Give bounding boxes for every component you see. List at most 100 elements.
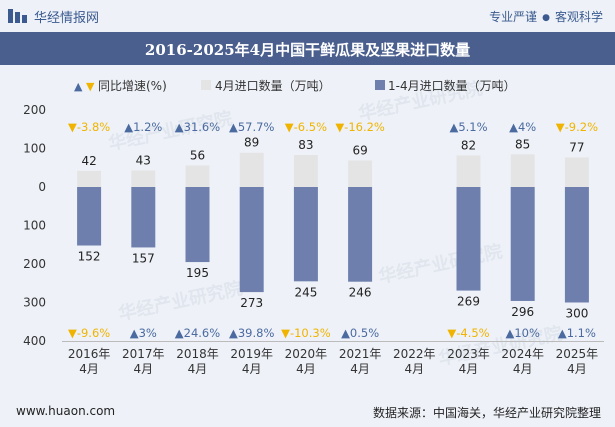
x-tick-label: 2023年 4月 (447, 347, 490, 376)
x-tick-label-line: 4月 (296, 362, 316, 376)
x-tick-label-line: 4月 (459, 362, 479, 376)
growth-label-ytd: ▲39.8% (229, 326, 274, 340)
legend-growth-label: 同比增速(%) (98, 79, 167, 93)
bar-ytd (131, 187, 156, 248)
data-label-ytd: 296 (511, 305, 534, 319)
growth-label-april: ▼-16.2% (335, 120, 385, 134)
growth-label-ytd: ▲0.5% (341, 326, 379, 340)
data-label-april: 77 (569, 140, 584, 154)
y-tick-label: 0 (38, 180, 46, 194)
brand-logo-icon (8, 9, 27, 23)
data-label-ytd: 245 (294, 285, 317, 299)
x-tick-label-line: 4月 (188, 362, 208, 376)
data-label-april: 82 (461, 138, 476, 152)
bar-april (131, 170, 156, 187)
x-tick-label-line: 2016年 (68, 347, 111, 361)
x-tick-label: 2024年 4月 (501, 347, 544, 376)
x-tick-label-line: 4月 (133, 362, 153, 376)
x-tick-label-line: 2021年 (339, 347, 382, 361)
x-tick-label-line: 2023年 (447, 347, 490, 361)
x-tick-label: 2019年 4月 (230, 347, 273, 376)
data-label-april: 42 (81, 154, 96, 168)
legend-growth-up-icon: ▲ (74, 80, 83, 93)
x-tick-label-line: 4月 (350, 362, 370, 376)
y-tick-label: 100 (23, 142, 46, 156)
growth-label-april: ▲31.6% (175, 120, 220, 134)
x-tick-label: 2017年 4月 (122, 347, 165, 376)
chart-title: 2016-2025年4月中国干鲜瓜果及坚果进口数量 (144, 41, 471, 59)
bar-ytd (239, 187, 264, 293)
y-tick-label: 300 (23, 296, 46, 310)
data-label-ytd: 300 (565, 307, 588, 321)
growth-label-ytd: ▲1.1% (558, 326, 596, 340)
x-tick-label: 2022年 4月 (393, 347, 436, 376)
x-tick-label-line: 2022年 (393, 347, 436, 361)
data-label-ytd: 152 (78, 250, 101, 264)
legend-ytd-label: 1-4月进口数量（万吨） (388, 78, 516, 93)
growth-label-april: ▲5.1% (449, 120, 487, 134)
legend-april-label: 4月进口数量（万吨） (215, 78, 331, 93)
data-label-april: 43 (136, 153, 151, 167)
growth-label-april: ▲57.7% (229, 120, 274, 134)
y-tick-label: 200 (23, 257, 46, 271)
data-label-ytd: 246 (349, 286, 372, 300)
bar-april (510, 154, 535, 187)
bar-ytd (293, 187, 318, 282)
bar-ytd (185, 187, 210, 263)
data-label-april: 85 (515, 137, 530, 151)
bar-april (239, 152, 264, 187)
growth-label-ytd: ▲24.6% (175, 326, 220, 340)
data-label-ytd: 273 (240, 296, 263, 310)
bar-april (348, 160, 373, 187)
x-tick-label: 2025年 4月 (556, 347, 599, 376)
bar-april (185, 165, 210, 187)
x-tick-label: 2020年 4月 (285, 347, 328, 376)
data-label-april: 69 (352, 143, 367, 157)
y-tick-label: 100 (23, 219, 46, 233)
slogan-left: 专业严谨 (489, 10, 538, 24)
legend-ytd-swatch (375, 80, 385, 90)
data-label-ytd: 195 (186, 266, 209, 280)
growth-label-april: ▼-3.8% (68, 120, 110, 134)
x-tick-label-line: 2024年 (501, 347, 544, 361)
x-tick-label-line: 4月 (567, 362, 587, 376)
data-label-ytd: 157 (132, 251, 155, 265)
data-label-april: 83 (298, 138, 313, 152)
bar-ytd (348, 187, 373, 282)
x-tick-label-line: 2020年 (285, 347, 328, 361)
watermark-text: 华经产业研究院 (376, 240, 504, 288)
x-tick-label: 2021年 4月 (339, 347, 382, 376)
top-bar: 华经情报网 专业严谨 ● 客观科学 (0, 0, 615, 32)
brand-name: 华经情报网 (34, 11, 100, 26)
growth-label-april: ▲4% (509, 120, 536, 134)
bar-april (564, 157, 589, 187)
data-label-ytd: 269 (457, 295, 480, 309)
bar-ytd (510, 187, 535, 301)
growth-label-ytd: ▼-9.6% (68, 326, 110, 340)
watermark-text: 华经产业研究院 (116, 277, 244, 325)
growth-label-ytd: ▲10% (505, 326, 539, 340)
x-tick-label-line: 4月 (404, 362, 424, 376)
y-tick-label: 200 (23, 103, 46, 117)
growth-label-april: ▼-6.5% (285, 120, 327, 134)
x-tick-label-line: 2019年 (230, 347, 273, 361)
growth-label-ytd: ▲3% (130, 326, 157, 340)
slogan-right: 客观科学 (554, 10, 603, 24)
site-url: www.huaon.com (16, 404, 116, 418)
y-tick-label: 400 (23, 334, 46, 348)
bar-ytd (77, 187, 102, 246)
bar-ytd (456, 187, 481, 291)
growth-label-april: ▼-9.2% (556, 120, 598, 134)
slogan: 专业严谨 ● 客观科学 (489, 8, 603, 25)
x-tick-label-line: 2017年 (122, 347, 165, 361)
x-tick-label-line: 4月 (513, 362, 533, 376)
x-tick-label-line: 4月 (79, 362, 99, 376)
growth-label-ytd: ▼-10.3% (281, 326, 331, 340)
data-source: 数据来源：中国海关，华经产业研究院整理 (372, 406, 601, 420)
legend-april-swatch (201, 80, 211, 90)
x-tick-label: 2016年 4月 (68, 347, 111, 376)
x-tick-label-line: 2025年 (556, 347, 599, 361)
data-label-april: 56 (190, 148, 205, 162)
